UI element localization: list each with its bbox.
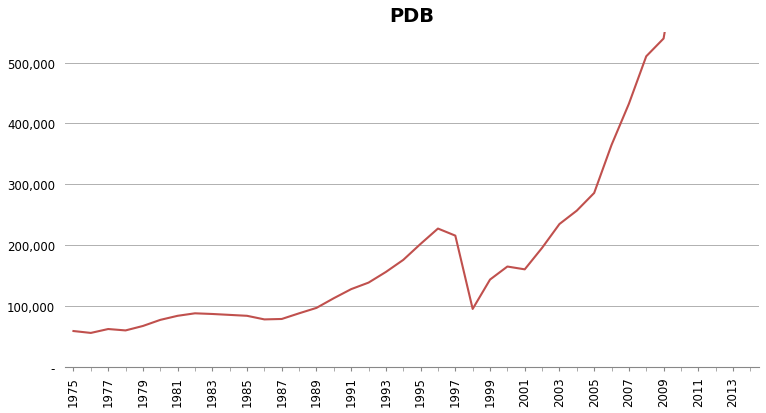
Title: PDB: PDB (389, 7, 434, 26)
